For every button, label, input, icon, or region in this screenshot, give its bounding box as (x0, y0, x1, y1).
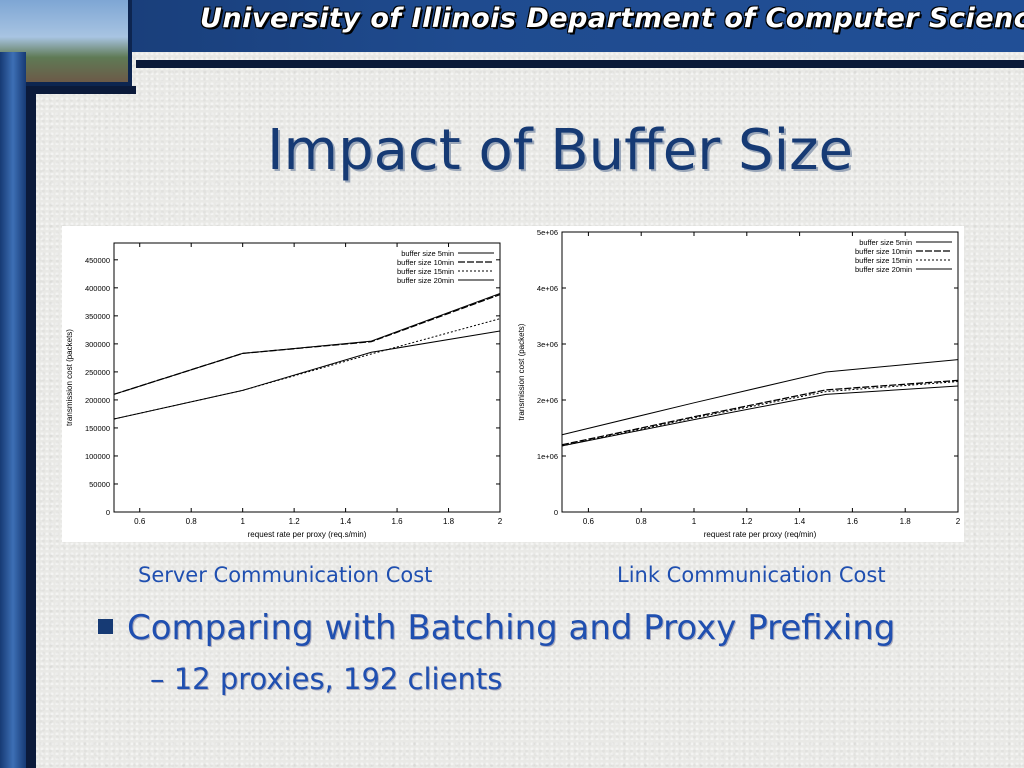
x-tick-label: 2 (956, 517, 961, 526)
y-axis-label: transmission cost (packets) (65, 329, 74, 426)
y-tick-label: 0 (554, 508, 558, 517)
server-cost-chart: 0.6 0.8 1 1.2 1.4 1.6 1.8 2 0 50000 100000 150000 20… (62, 226, 514, 542)
x-tick-label: 0.6 (134, 517, 146, 526)
x-tick-label: 1.4 (794, 517, 806, 526)
y-tick-label: 50000 (89, 480, 110, 489)
legend-label: buffer size 20min (397, 276, 454, 285)
series-line (561, 385, 959, 447)
legend-label: buffer size 15min (397, 267, 454, 276)
series-line (561, 359, 959, 436)
x-tick-label: 0.8 (636, 517, 648, 526)
left-decorative-bar (0, 52, 26, 768)
plot-frame (113, 242, 501, 513)
x-axis-label: request rate per proxy (req/min) (704, 530, 817, 539)
x-tick-label: 1 (692, 517, 697, 526)
link-cost-chart-svg: 0.6 0.8 1 1.2 1.4 1.6 1.8 2 0 1e+06 2e+06 3e+06 4e+0… (517, 228, 961, 539)
plot-frame (561, 231, 959, 513)
x-tick-label: 0.8 (186, 517, 198, 526)
link-cost-chart: 0.6 0.8 1 1.2 1.4 1.6 1.8 2 0 1e+06 2e+06 3e+06 4e+0… (514, 226, 964, 542)
x-tick-label: 1.6 (847, 517, 859, 526)
y-tick-label: 1e+06 (537, 452, 558, 461)
frame-divider-left (26, 86, 36, 768)
legend-label: buffer size 20min (855, 265, 912, 274)
x-tick-label: 2 (498, 517, 503, 526)
x-tick-label: 1.8 (443, 517, 455, 526)
frame-divider-top-left (26, 86, 136, 94)
bullet-text: Comparing with Batching and Proxy Prefix… (127, 608, 896, 648)
y-tick-label: 3e+06 (537, 340, 558, 349)
series-line (113, 318, 501, 420)
y-tick-label: 300000 (85, 340, 110, 349)
slide-title: Impact of Buffer Size (267, 118, 853, 183)
caption-link-cost: Link Communication Cost (617, 563, 886, 587)
x-tick-label: 0.6 (583, 517, 595, 526)
x-tick-label: 1.8 (900, 517, 912, 526)
x-tick-label: 1.2 (741, 517, 753, 526)
legend-label: buffer size 5min (859, 238, 912, 247)
frame-divider-top (136, 60, 1024, 68)
x-tick-label: 1 (240, 517, 245, 526)
x-tick-label: 1.6 (392, 517, 404, 526)
y-tick-label: 400000 (85, 284, 110, 293)
bullet-item: Comparing with Batching and Proxy Prefix… (98, 608, 895, 648)
series-line (561, 381, 959, 447)
y-tick-label: 0 (106, 508, 110, 517)
legend-label: buffer size 15min (855, 256, 912, 265)
legend-label: buffer size 5min (401, 249, 454, 258)
y-tick-label: 150000 (85, 424, 110, 433)
y-tick-label: 200000 (85, 396, 110, 405)
header-banner (0, 0, 1024, 52)
y-tick-label: 250000 (85, 368, 110, 377)
y-tick-label: 5e+06 (537, 228, 558, 237)
server-cost-chart-svg: 0.6 0.8 1 1.2 1.4 1.6 1.8 2 0 50000 100000 150000 20… (65, 242, 503, 539)
x-tick-label: 1.2 (289, 517, 301, 526)
y-tick-label: 2e+06 (537, 396, 558, 405)
series-line (113, 292, 501, 395)
banner-title: University of Illinois Department of Com… (200, 3, 1024, 34)
series-line (561, 379, 959, 446)
caption-server-cost: Server Communication Cost (138, 563, 433, 587)
x-tick-label: 1.4 (340, 517, 352, 526)
sub-bullet-text: – 12 proxies, 192 clients (150, 662, 503, 696)
y-tick-label: 4e+06 (537, 284, 558, 293)
x-axis-label: request rate per proxy (req.s/min) (248, 530, 367, 539)
y-axis-label: transmission cost (packets) (517, 323, 526, 420)
y-tick-label: 450000 (85, 256, 110, 265)
legend-label: buffer size 10min (855, 247, 912, 256)
series-line (113, 293, 501, 395)
y-tick-label: 350000 (85, 312, 110, 321)
legend-label: buffer size 10min (397, 258, 454, 267)
series-line (113, 330, 501, 420)
square-bullet-icon (98, 619, 113, 634)
y-tick-label: 100000 (85, 452, 110, 461)
